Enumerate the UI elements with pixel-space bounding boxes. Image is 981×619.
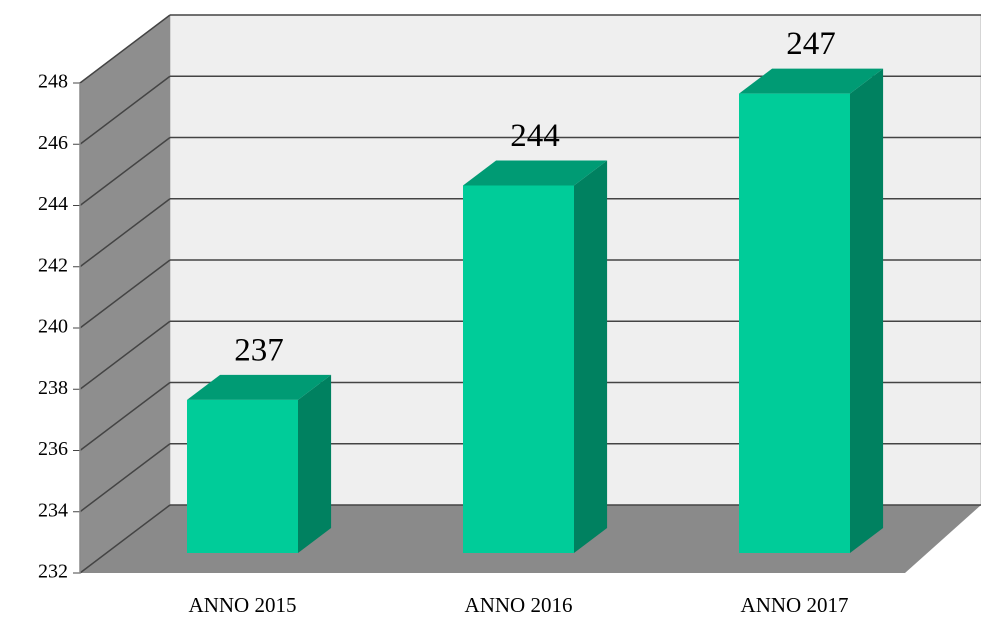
- x-tick-label: ANNO 2015: [189, 593, 297, 617]
- y-tick-label: 244: [38, 193, 68, 215]
- bar: [739, 93, 850, 553]
- x-tick-label: ANNO 2016: [465, 593, 573, 617]
- grid-line: [79, 381, 171, 452]
- y-tick-label: 234: [38, 499, 68, 521]
- value-label: 247: [786, 26, 836, 62]
- grid-line: [79, 259, 171, 329]
- grid-line: [79, 136, 171, 207]
- bar: [463, 185, 574, 553]
- y-tick-label: 236: [38, 438, 68, 460]
- grid-line: [79, 320, 171, 390]
- x-tick-label: ANNO 2017: [741, 593, 849, 617]
- y-tick-label: 246: [38, 132, 68, 154]
- bar-side: [850, 68, 884, 553]
- bar-top: [463, 160, 608, 186]
- y-tick-label: 240: [38, 316, 68, 338]
- bar-top: [739, 68, 884, 94]
- y-tick-label: 232: [38, 561, 68, 583]
- grid-line: [79, 75, 171, 145]
- bar-side: [574, 160, 608, 553]
- grid-line: [79, 14, 171, 84]
- bar: [187, 399, 298, 553]
- bars: [187, 68, 884, 553]
- y-tick-label: 238: [38, 377, 68, 399]
- bar-top: [187, 374, 332, 400]
- grid-line: [79, 504, 171, 574]
- grid-line: [79, 198, 171, 268]
- bar-side: [298, 374, 332, 553]
- y-tick-label: 242: [38, 254, 68, 276]
- grid-line: [79, 443, 171, 513]
- value-label: 237: [234, 332, 284, 368]
- y-tick-label: 248: [38, 71, 68, 93]
- value-label: 244: [510, 118, 560, 154]
